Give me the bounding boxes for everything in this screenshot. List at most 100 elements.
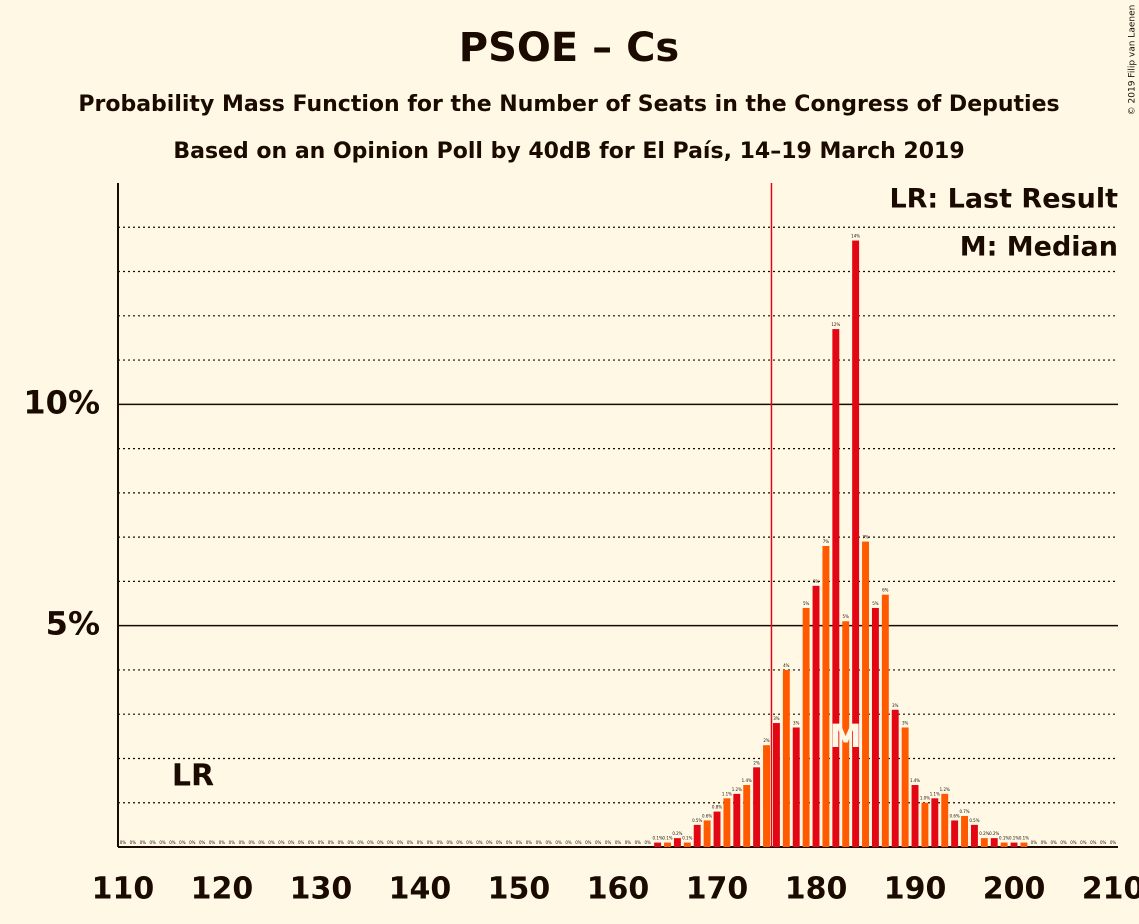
- value-label: 0.1%: [682, 836, 692, 841]
- value-label: 0%: [229, 840, 236, 845]
- value-label: 0%: [258, 840, 265, 845]
- value-label: 0%: [318, 840, 325, 845]
- bar: [703, 820, 711, 847]
- bar: [792, 727, 800, 847]
- value-label: 0%: [417, 840, 424, 845]
- value-label: 0%: [248, 840, 255, 845]
- bar: [733, 793, 741, 847]
- bar: [881, 594, 889, 847]
- value-label: 0%: [526, 840, 533, 845]
- value-label: 0%: [1050, 840, 1057, 845]
- value-label: 0%: [536, 840, 543, 845]
- value-label: 0%: [367, 840, 374, 845]
- value-label: 0%: [1031, 840, 1038, 845]
- value-label: 0%: [209, 840, 216, 845]
- value-label: 3%: [902, 720, 909, 725]
- bar: [941, 793, 949, 847]
- bar: [763, 745, 770, 847]
- value-label: 2%: [763, 738, 770, 743]
- bar: [772, 723, 780, 847]
- value-label: 0%: [516, 840, 523, 845]
- value-label: 0%: [219, 840, 226, 845]
- value-label: 0.6%: [950, 813, 960, 818]
- value-label: 0%: [476, 840, 483, 845]
- value-label: 0%: [546, 840, 553, 845]
- value-label: 0%: [298, 840, 305, 845]
- chart-subtitle: Based on an Opinion Poll by 40dB for El …: [173, 139, 964, 164]
- value-label: 0%: [1100, 840, 1107, 845]
- bar: [931, 798, 939, 847]
- value-label: 0%: [466, 840, 473, 845]
- bar: [901, 727, 909, 847]
- bar: [842, 621, 850, 847]
- value-label: 0.5%: [969, 818, 979, 823]
- value-label: 0.1%: [999, 836, 1009, 841]
- value-label: 0%: [555, 840, 562, 845]
- bar: [713, 811, 721, 847]
- y-tick-label: 10%: [23, 383, 100, 421]
- value-label: 0%: [496, 840, 503, 845]
- x-tick-label: 140: [389, 872, 452, 907]
- value-label: 0.1%: [653, 836, 663, 841]
- x-tick-label: 120: [191, 872, 254, 907]
- value-label: 5%: [872, 601, 879, 606]
- last-result-label: LR: [172, 759, 214, 794]
- value-label: 6%: [813, 579, 820, 584]
- value-label: 0%: [427, 840, 434, 845]
- bar: [990, 838, 998, 847]
- value-label: 3%: [773, 716, 780, 721]
- x-tick-label: 150: [488, 872, 551, 907]
- value-label: 0%: [149, 840, 156, 845]
- value-label: 0%: [615, 840, 622, 845]
- value-label: 3%: [892, 703, 899, 708]
- bar: [822, 545, 830, 847]
- value-label: 0%: [130, 840, 137, 845]
- legend-entry: LR: Last Result: [889, 184, 1118, 215]
- value-label: 0%: [595, 840, 602, 845]
- bar: [832, 329, 840, 848]
- value-label: 0%: [437, 840, 444, 845]
- value-label: 0%: [179, 840, 186, 845]
- bar: [673, 838, 681, 847]
- x-tick-label: 180: [785, 872, 848, 907]
- x-tick-label: 110: [92, 872, 155, 907]
- value-label: 1.4%: [742, 778, 752, 783]
- value-label: 0%: [189, 840, 196, 845]
- bar: [961, 816, 968, 847]
- chart-subtitle: Probability Mass Function for the Number…: [78, 92, 1059, 117]
- value-label: 4%: [783, 663, 790, 668]
- value-label: 0%: [268, 840, 275, 845]
- value-label: 0%: [308, 840, 315, 845]
- value-label: 0%: [169, 840, 176, 845]
- value-label: 12%: [831, 322, 840, 327]
- value-label: 1.4%: [910, 778, 920, 783]
- bar: [951, 820, 959, 847]
- bar: [1020, 842, 1028, 847]
- value-label: 0%: [387, 840, 394, 845]
- value-label: 0%: [1080, 840, 1087, 845]
- value-label: 0%: [645, 840, 652, 845]
- value-label: 0.2%: [989, 831, 999, 836]
- value-label: 14%: [851, 234, 860, 239]
- value-label: 0%: [239, 840, 246, 845]
- value-label: 0%: [199, 840, 206, 845]
- value-label: 0%: [1060, 840, 1067, 845]
- value-label: 0%: [140, 840, 147, 845]
- value-label: 0.1%: [1009, 836, 1019, 841]
- value-label: 0%: [328, 840, 335, 845]
- value-label: 0.6%: [702, 813, 712, 818]
- bar: [852, 240, 860, 848]
- value-label: 0%: [357, 840, 364, 845]
- value-label: 0%: [1090, 840, 1097, 845]
- value-label: 0.5%: [692, 818, 702, 823]
- bar: [683, 842, 691, 847]
- value-label: 0.1%: [662, 836, 672, 841]
- legend-entry: M: Median: [960, 232, 1118, 263]
- bar: [654, 842, 662, 847]
- value-label: 0.8%: [712, 805, 722, 810]
- bar: [921, 802, 929, 847]
- value-label: 5%: [803, 601, 810, 606]
- value-label: 0%: [447, 840, 454, 845]
- value-label: 1.1%: [722, 791, 732, 796]
